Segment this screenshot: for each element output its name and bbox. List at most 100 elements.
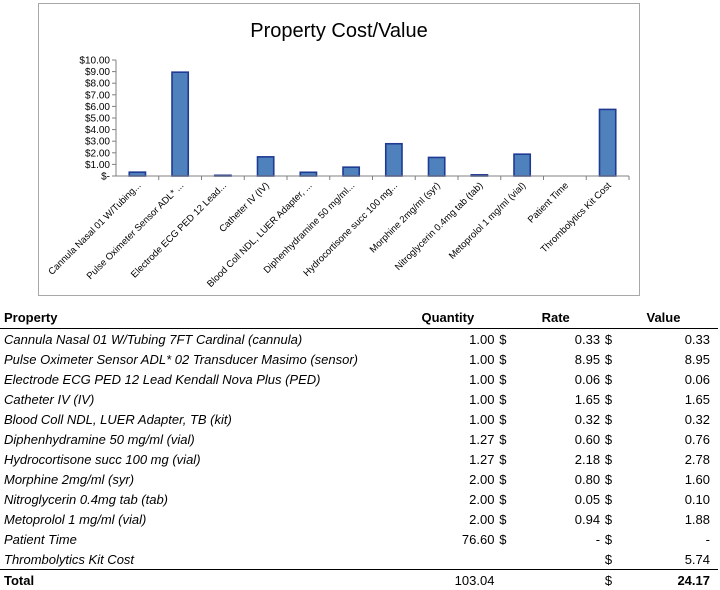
table-row: Hydrocortisone succ 100 mg (vial)1.27$2.… [0, 449, 718, 469]
x-category-label: Nitroglycerin 0.4mg tab (tab) [393, 180, 486, 273]
cell-rate: 0.05 [511, 489, 600, 509]
cell-quantity: 2.00 [381, 509, 494, 529]
cell-quantity: 1.27 [381, 449, 494, 469]
cell-value-currency: $ [600, 409, 617, 429]
cell-property: Metoprolol 1 mg/ml (vial) [0, 509, 381, 529]
header-value: Value [617, 307, 718, 329]
table-header-row: Property Quantity Rate Value [0, 307, 718, 329]
cell-property: Thrombolytics Kit Cost [0, 549, 381, 570]
header-quantity: Quantity [381, 307, 494, 329]
cell-rate-currency: $ [494, 489, 511, 509]
cell-value: 5.74 [617, 549, 718, 570]
bars [129, 72, 615, 176]
cell-value-currency: $ [600, 509, 617, 529]
cell-rate-currency: $ [494, 369, 511, 389]
table-row: Cannula Nasal 01 W/Tubing 7FT Cardinal (… [0, 329, 718, 350]
table-row: Thrombolytics Kit Cost $5.74 [0, 549, 718, 570]
x-category-label: Metoprolol 1 mg/ml (vial) [447, 180, 528, 261]
cell-rate: 8.95 [511, 349, 600, 369]
x-category-label: Morphine 2mg/ml (syr) [368, 180, 443, 255]
header-property: Property [0, 307, 381, 329]
cell-value-currency: $ [600, 429, 617, 449]
chart-title: Property Cost/Value [250, 20, 428, 42]
cell-rate-currency: $ [494, 469, 511, 489]
cell-rate-currency: $ [494, 329, 511, 350]
cell-property: Diphenhydramine 50 mg/ml (vial) [0, 429, 381, 449]
y-tick-label: $7.00 [85, 90, 110, 101]
cell-value-currency: $ [600, 329, 617, 350]
cell-rate: 1.65 [511, 389, 600, 409]
cell-value-currency: $ [600, 469, 617, 489]
cell-value: 0.33 [617, 329, 718, 350]
cell-rate-currency [494, 549, 511, 570]
bar [600, 109, 616, 176]
cell-value: 8.95 [617, 349, 718, 369]
cell-value-currency: $ [600, 369, 617, 389]
cell-property: Nitroglycerin 0.4mg tab (tab) [0, 489, 381, 509]
total-row: Total 103.04 $ 24.17 [0, 570, 718, 590]
table-row: Diphenhydramine 50 mg/ml (vial)1.27$0.60… [0, 429, 718, 449]
y-tick-label: $8.00 [85, 79, 110, 90]
cell-quantity: 1.00 [381, 329, 494, 350]
bar [300, 172, 316, 176]
cell-rate: 0.06 [511, 369, 600, 389]
cell-quantity: 1.00 [381, 349, 494, 369]
cell-value: 0.06 [617, 369, 718, 389]
cell-rate-currency: $ [494, 349, 511, 369]
table-row: Morphine 2mg/ml (syr)2.00$0.80$1.60 [0, 469, 718, 489]
y-tick-label: $6.00 [85, 102, 110, 113]
y-tick-label: $- [101, 172, 110, 183]
cell-property: Blood Coll NDL, LUER Adapter, TB (kit) [0, 409, 381, 429]
cell-quantity [381, 549, 494, 570]
bar-chart: Property Cost/Value $-$1.00$2.00$3.00$4.… [39, 4, 641, 297]
table-row: Pulse Oximeter Sensor ADL* 02 Transducer… [0, 349, 718, 369]
cell-value: 0.10 [617, 489, 718, 509]
cell-quantity: 2.00 [381, 489, 494, 509]
bar [514, 154, 530, 176]
table-row: Blood Coll NDL, LUER Adapter, TB (kit)1.… [0, 409, 718, 429]
y-tick-label: $9.00 [85, 67, 110, 78]
cell-rate-currency: $ [494, 389, 511, 409]
cell-property: Electrode ECG PED 12 Lead Kendall Nova P… [0, 369, 381, 389]
cell-rate-currency: $ [494, 449, 511, 469]
cell-value-currency: $ [600, 389, 617, 409]
cell-rate-currency: $ [494, 409, 511, 429]
cell-rate: 0.94 [511, 509, 600, 529]
cost-table: Property Quantity Rate Value Cannula Nas… [0, 307, 718, 590]
chart-area: Property Cost/Value $-$1.00$2.00$3.00$4.… [38, 3, 640, 296]
bar [429, 157, 445, 176]
bar [129, 172, 145, 176]
cell-quantity: 76.60 [381, 529, 494, 549]
cell-rate: 0.80 [511, 469, 600, 489]
cell-quantity: 1.27 [381, 429, 494, 449]
total-label: Total [0, 570, 381, 590]
y-tick-label: $3.00 [85, 137, 110, 148]
cell-rate [511, 549, 600, 570]
cell-value: 1.88 [617, 509, 718, 529]
table-row: Metoprolol 1 mg/ml (vial)2.00$0.94$1.88 [0, 509, 718, 529]
cell-value-currency: $ [600, 489, 617, 509]
cell-rate: - [511, 529, 600, 549]
table-body: Cannula Nasal 01 W/Tubing 7FT Cardinal (… [0, 329, 718, 570]
y-axis: $-$1.00$2.00$3.00$4.00$5.00$6.00$7.00$8.… [79, 56, 116, 183]
cell-rate-currency: $ [494, 509, 511, 529]
x-category-label: Diphenhydramine 50 mg/ml... [262, 180, 358, 276]
cell-quantity: 1.00 [381, 369, 494, 389]
cell-rate-currency: $ [494, 429, 511, 449]
y-tick-label: $5.00 [85, 114, 110, 125]
cell-rate: 2.18 [511, 449, 600, 469]
cell-quantity: 2.00 [381, 469, 494, 489]
bar [343, 167, 359, 176]
table-row: Catheter IV (IV)1.00$1.65$1.65 [0, 389, 718, 409]
cell-value: 1.60 [617, 469, 718, 489]
cell-rate: 0.33 [511, 329, 600, 350]
total-currency: $ [600, 570, 617, 590]
bar [258, 157, 274, 176]
x-category-label: Patient Time [526, 180, 571, 225]
bar [386, 144, 402, 176]
cell-value-currency: $ [600, 549, 617, 570]
cell-property: Morphine 2mg/ml (syr) [0, 469, 381, 489]
y-tick-label: $4.00 [85, 125, 110, 136]
cell-value: 0.76 [617, 429, 718, 449]
